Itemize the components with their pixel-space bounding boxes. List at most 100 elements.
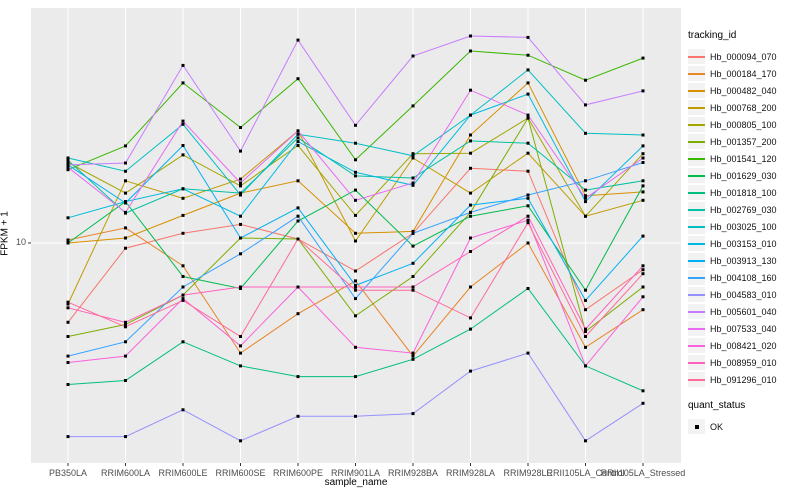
data-point: [526, 218, 530, 222]
data-point: [66, 161, 70, 164]
data-point: [239, 351, 242, 355]
data-point: [239, 184, 242, 188]
data-point: [526, 204, 530, 208]
data-point: [296, 140, 300, 144]
data-point: [526, 193, 530, 197]
legend-key-swatch: [688, 355, 705, 370]
data-point: [641, 89, 645, 93]
data-point: [296, 312, 300, 316]
legend-item-Hb_008959_010: Hb_008959_010: [688, 354, 800, 371]
data-point: [181, 63, 185, 67]
legend-item-Hb_004108_160: Hb_004108_160: [688, 269, 800, 286]
data-point: [354, 279, 357, 283]
data-point: [411, 288, 415, 292]
data-point: [354, 285, 357, 289]
data-point: [641, 156, 645, 160]
x-tick-label: RRIM928LE: [503, 468, 552, 478]
data-point: [296, 219, 300, 223]
data-point: [354, 198, 357, 202]
data-point: [411, 54, 415, 58]
data-point: [66, 216, 70, 220]
data-point: [411, 229, 415, 233]
legend-line-icon: [688, 242, 705, 245]
data-point: [526, 116, 530, 120]
data-point: [469, 285, 472, 289]
legend-item-label: Hb_000184_170: [710, 68, 777, 79]
data-point: [66, 241, 70, 245]
x-tick-label: RRIM901LA: [331, 468, 380, 478]
legend-line-icon: [688, 55, 705, 58]
data-point: [411, 261, 415, 265]
data-point: [584, 179, 587, 183]
data-point: [354, 239, 357, 243]
data-point: [124, 179, 127, 183]
data-point: [124, 191, 127, 195]
legend-item-label: Hb_000768_200: [710, 102, 777, 113]
data-point: [181, 81, 185, 85]
legend-item-Hb_007533_040: Hb_007533_040: [688, 320, 800, 337]
legend-key-swatch: [688, 270, 705, 285]
legend-key-swatch: [688, 321, 705, 336]
data-point: [354, 314, 357, 318]
data-point: [239, 177, 242, 181]
x-tick-label: RRIM600LA: [101, 468, 150, 478]
legend-key-swatch: [688, 49, 705, 64]
data-point: [526, 141, 530, 145]
data-point: [239, 181, 242, 185]
data-point: [181, 340, 185, 344]
legend-line-icon: [688, 293, 705, 296]
legend-line-icon: [688, 191, 705, 194]
data-point: [469, 203, 472, 207]
legend-line-icon: [688, 123, 705, 126]
data-point: [641, 152, 645, 156]
legend-item-label: Hb_000482_040: [710, 85, 777, 96]
data-point: [354, 213, 357, 217]
data-point: [641, 268, 645, 272]
data-point: [66, 335, 70, 338]
data-point: [124, 325, 127, 329]
data-point: [641, 295, 645, 299]
data-point: [526, 221, 530, 225]
data-point: [239, 364, 242, 368]
legend-key-swatch: [688, 253, 705, 268]
data-point: [641, 401, 645, 405]
data-point: [296, 237, 300, 241]
legend-item-label: Hb_001541_120: [710, 153, 777, 164]
data-point: [469, 151, 472, 155]
data-point: [66, 158, 70, 162]
legend-key-swatch: [688, 287, 705, 302]
legend-line-icon: [688, 378, 705, 381]
data-point: [354, 297, 357, 301]
legend-item-label: Hb_003913_130: [710, 255, 777, 266]
data-point: [181, 119, 185, 123]
data-point: [181, 298, 185, 302]
data-point: [411, 231, 415, 235]
data-point: [584, 327, 587, 331]
data-point: [411, 156, 415, 160]
legend-title-quant-status: quant_status: [688, 400, 746, 411]
data-point: [469, 113, 472, 117]
legend-item-Hb_003153_010: Hb_003153_010: [688, 235, 800, 252]
data-point: [66, 300, 70, 304]
data-point: [411, 357, 415, 361]
data-point: [66, 383, 70, 386]
legend-key-swatch: [688, 83, 705, 98]
data-point: [239, 439, 242, 443]
data-point: [124, 161, 127, 165]
legend-item-Hb_000184_170: Hb_000184_170: [688, 65, 800, 82]
data-point: [239, 149, 242, 153]
data-point: [469, 316, 472, 320]
legend-key-swatch: [688, 338, 705, 353]
data-point: [411, 354, 415, 358]
data-point: [584, 298, 587, 302]
data-point: [66, 306, 70, 310]
legend-key-swatch: [688, 202, 705, 217]
data-point: [469, 210, 472, 214]
data-point: [296, 206, 300, 210]
data-point: [181, 275, 185, 278]
legend-key-swatch: [688, 185, 705, 200]
data-point: [411, 154, 415, 158]
x-tick-label: RRII105LA_Control: [546, 468, 624, 478]
legend-item-Hb_001818_100: Hb_001818_100: [688, 184, 800, 201]
data-point: [124, 246, 127, 250]
